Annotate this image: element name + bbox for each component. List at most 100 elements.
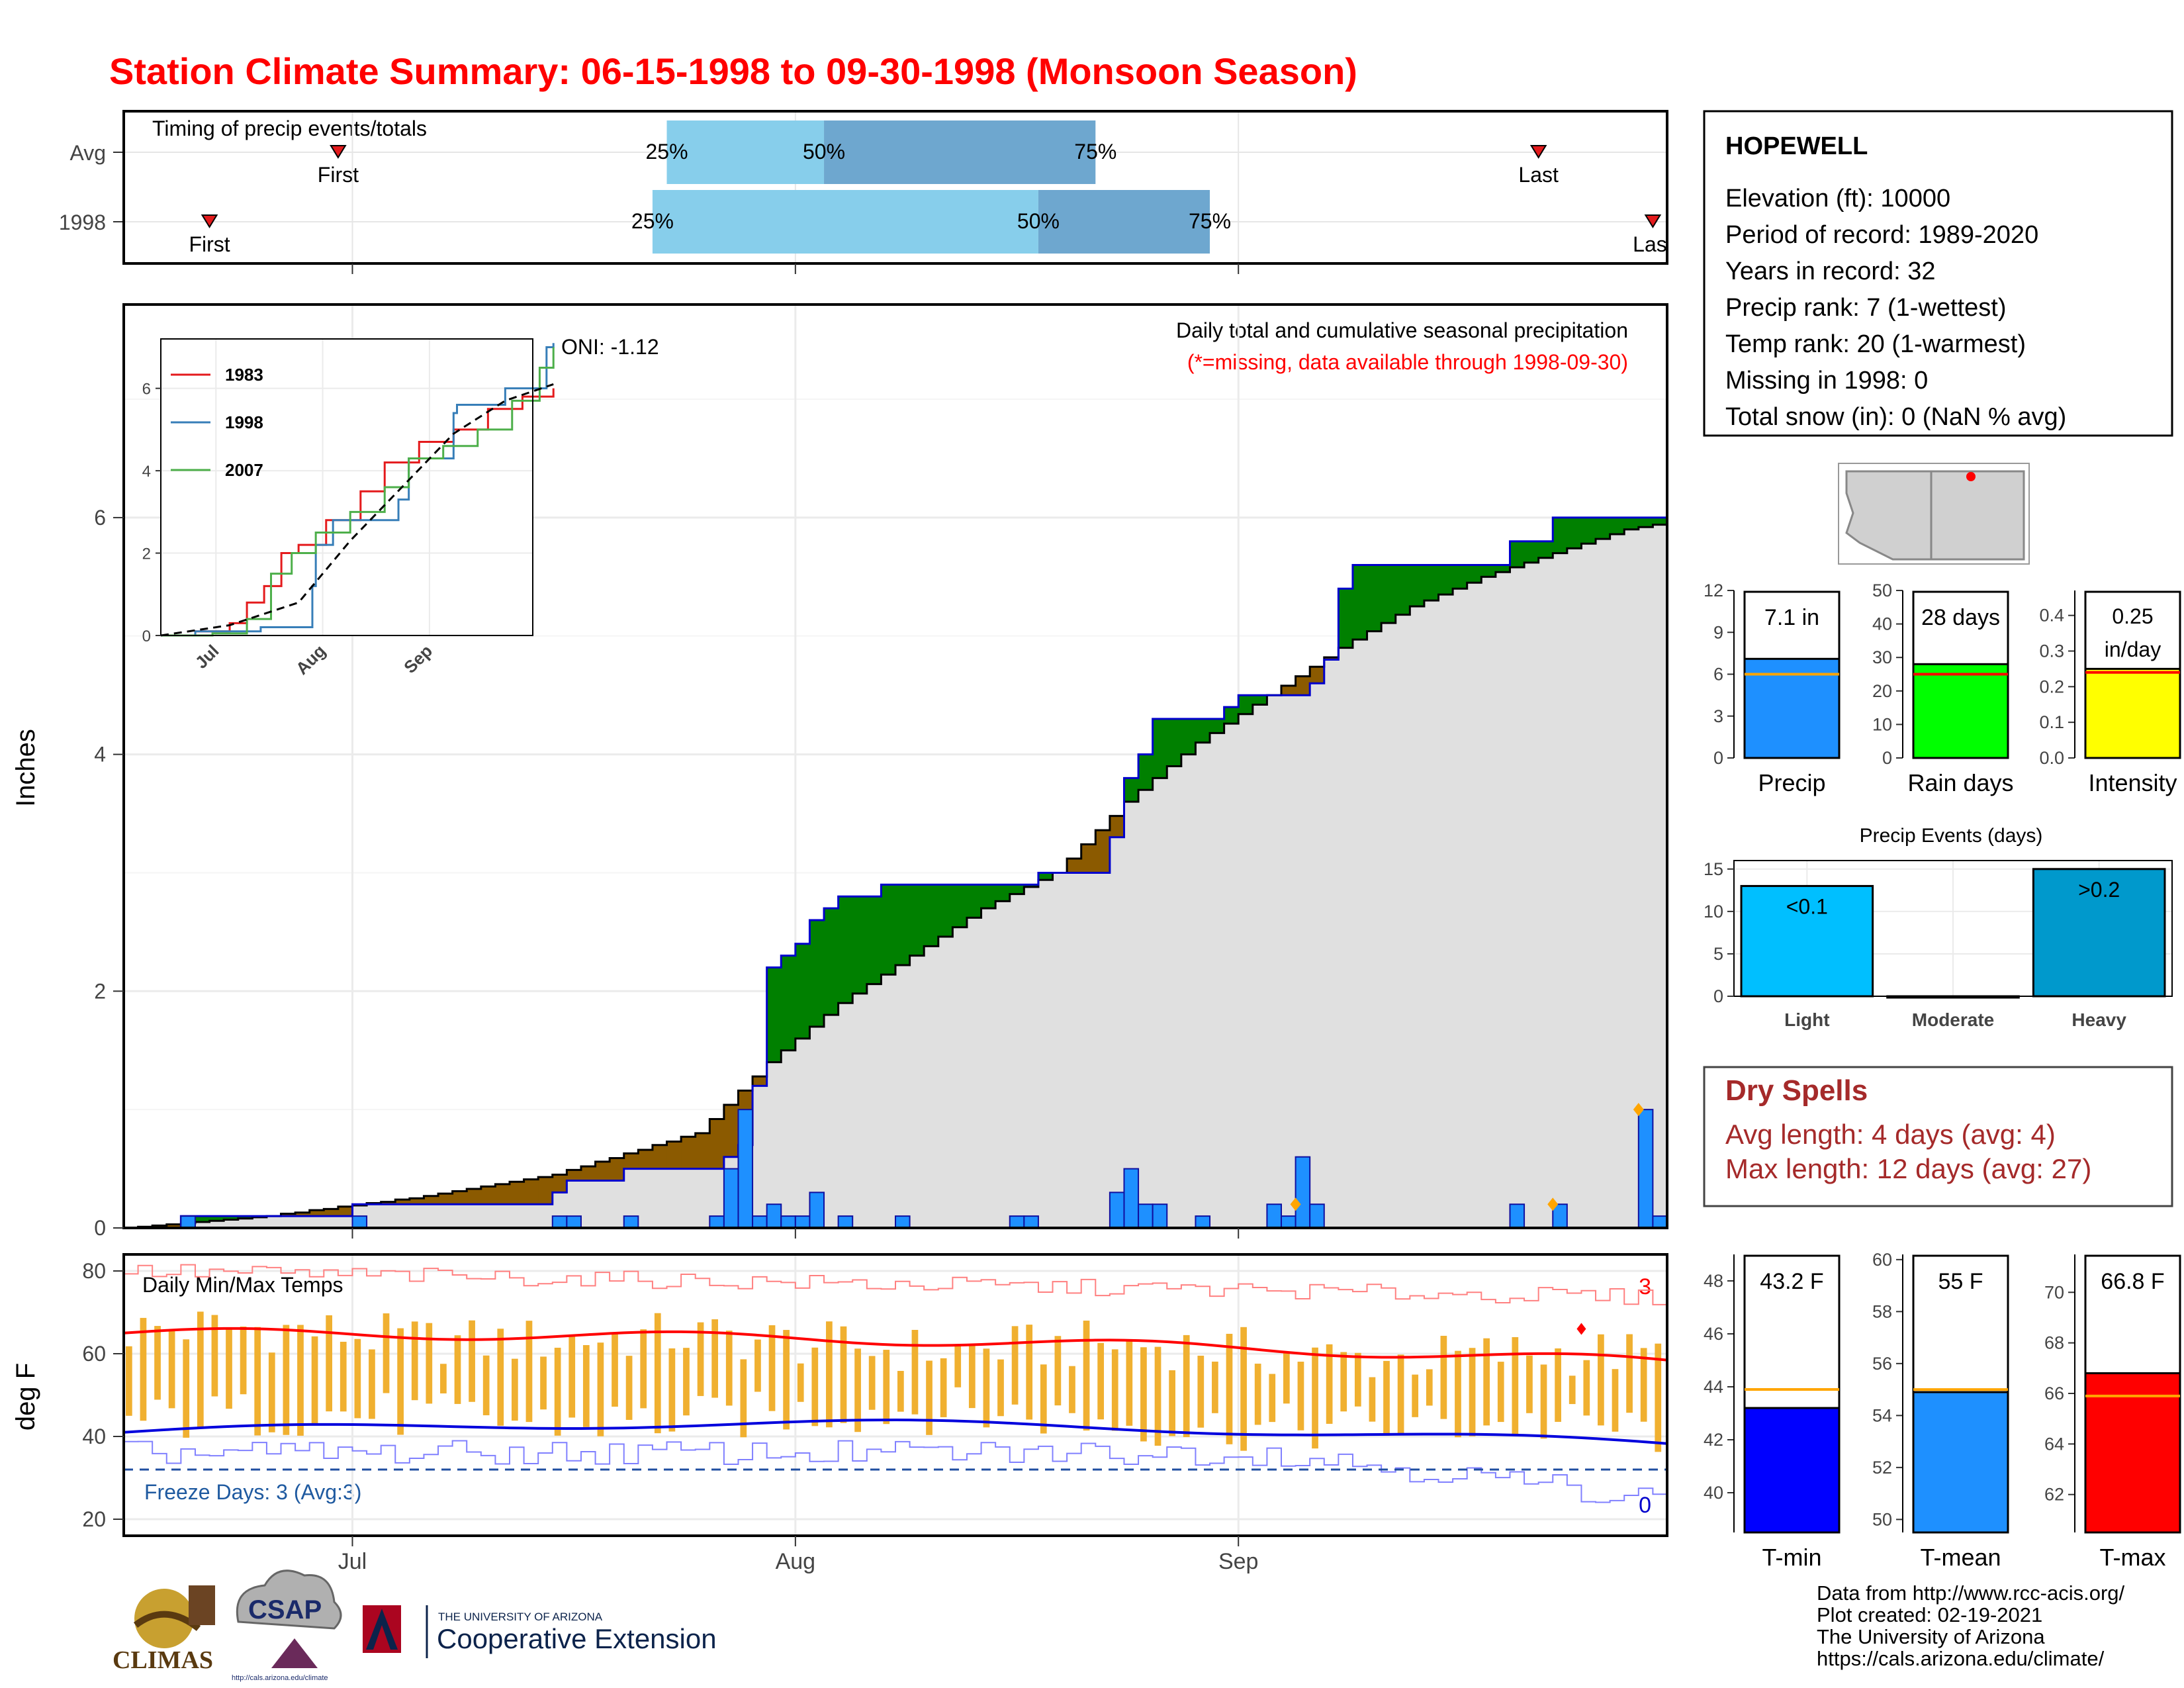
daily-temp-bar — [525, 1321, 533, 1423]
mini-y-tick-label: 6 — [1713, 665, 1723, 684]
below-normal-area — [1081, 844, 1096, 873]
daily-precip-bar — [1195, 1215, 1211, 1229]
above-normal-area — [1367, 565, 1382, 632]
credit-line: https://cals.arizona.edu/climate/ — [1817, 1647, 2105, 1670]
timing-p50-label: 50% — [803, 140, 845, 164]
daily-temp-bar — [683, 1348, 690, 1416]
above-normal-area — [1624, 517, 1639, 530]
mini-y-tick-label: 42 — [1704, 1430, 1723, 1450]
below-normal-area — [1067, 859, 1082, 873]
daily-precip-bar — [737, 1109, 754, 1229]
below-normal-area — [424, 1196, 439, 1205]
above-normal-area — [1438, 565, 1453, 595]
station-frame — [1703, 110, 2173, 437]
daily-precip-bar — [709, 1215, 725, 1229]
event-marker — [1290, 1197, 1301, 1211]
above-normal-area — [824, 908, 839, 1015]
average-cumulative-line — [124, 524, 1667, 1229]
daily-temp-bar — [1412, 1374, 1419, 1417]
daily-temp-bar — [1369, 1377, 1376, 1422]
above-normal-area — [1224, 707, 1239, 724]
inset-y-tick-label: 2 — [142, 545, 151, 563]
daily-temp-bar — [1340, 1352, 1347, 1412]
daily-temp-bar — [469, 1320, 475, 1402]
mini-category-label: Intensity — [2088, 769, 2177, 796]
mini-y-tick-label: 48 — [1704, 1271, 1723, 1291]
mini-y-tick-label: 0.2 — [2039, 677, 2064, 696]
mini-category-label: Rain days — [1907, 769, 2013, 796]
daily-temp-bar — [783, 1330, 790, 1430]
below-normal-area — [395, 1199, 410, 1205]
below-normal-area — [309, 1210, 324, 1217]
daily-temp-bar — [1240, 1327, 1247, 1451]
daily-temp-bar — [211, 1315, 218, 1397]
station-info-box: HOPEWELL Elevation (ft): 10000 Period of … — [1703, 110, 2173, 437]
mini-y-tick-label: 9 — [1713, 622, 1723, 642]
mini-y-tick-label: 56 — [1872, 1354, 1892, 1374]
above-normal-area — [1167, 718, 1182, 767]
timing-first-marker — [330, 145, 347, 159]
mini-value-bar — [2084, 1372, 2181, 1534]
daily-precip-bar — [1637, 1109, 1654, 1229]
daily-temp-bar — [1054, 1336, 1062, 1406]
above-normal-area — [1538, 541, 1553, 558]
daily-temp-bar — [383, 1313, 390, 1393]
above-normal-area — [1424, 565, 1439, 601]
daily-temp-bar — [154, 1326, 161, 1400]
mini-y-tick-label: 40 — [1872, 614, 1892, 634]
daily-temp-bar — [868, 1356, 876, 1410]
above-normal-area — [809, 920, 825, 1027]
credit-line: Plot created: 02-19-2021 — [1817, 1603, 2043, 1626]
daily-temp-bar — [168, 1331, 175, 1409]
daily-temp-bar — [1526, 1355, 1533, 1413]
daily-temp-bar — [297, 1325, 304, 1436]
daily-precip-bar — [809, 1192, 825, 1229]
daily-temp-bar — [1640, 1348, 1647, 1422]
daily-temp-bar — [711, 1319, 719, 1398]
dry-spells-title: Dry Spells — [1725, 1074, 1868, 1107]
above-normal-area — [1495, 565, 1511, 573]
daily-temp-bar — [1497, 1362, 1504, 1423]
mini-value-bar — [1912, 1391, 2009, 1534]
event-category-label: Moderate — [1912, 1009, 1994, 1030]
daily-temp-bar — [1626, 1334, 1633, 1413]
timing-row-label: 1998 — [59, 211, 106, 234]
below-normal-area — [1095, 830, 1111, 873]
daily-temp-bar — [1354, 1352, 1361, 1407]
mini-y-tick-label: 62 — [2044, 1485, 2064, 1505]
daily-temp-bar — [926, 1360, 933, 1435]
timing-p25-label: 25% — [645, 140, 688, 164]
csap-logo: CSAP http://cals.arizona.edu/climate — [232, 1570, 342, 1682]
daily-temp-bar — [411, 1321, 418, 1401]
station-info-line: Temp rank: 20 (1-warmest) — [1725, 330, 2026, 358]
daily-temp-bar — [1183, 1335, 1190, 1437]
event-marker — [1547, 1197, 1559, 1211]
mini-y-tick-label: 60 — [1872, 1250, 1892, 1270]
daily-temp-bar — [254, 1327, 261, 1436]
above-normal-area — [238, 1216, 253, 1219]
daily-temp-bar — [968, 1345, 976, 1409]
above-normal-area — [1009, 884, 1024, 894]
daily-precip-bar — [1652, 1215, 1668, 1229]
climas-text: CLIMAS — [113, 1646, 213, 1674]
timing-bar-50-75 — [824, 120, 1096, 184]
record-max-line — [124, 1264, 1667, 1305]
average-max-temp-line — [123, 1327, 1668, 1362]
daily-precip-bar — [1123, 1168, 1140, 1229]
below-normal-area — [552, 1174, 567, 1193]
timing-clip — [1668, 106, 1695, 271]
daily-temp-bar — [668, 1348, 676, 1432]
above-normal-area — [1038, 872, 1054, 880]
daily-temp-bar — [997, 1359, 1004, 1417]
above-normal-area — [1181, 718, 1197, 755]
timing-panel: Timing of precip events/totals 25% 50% 75%… — [59, 106, 1695, 274]
mini-y-tick-label: 66 — [2044, 1383, 2064, 1403]
daily-temp-bar — [883, 1350, 890, 1425]
above-normal-area — [1395, 565, 1410, 615]
daily-temp-bar — [1111, 1349, 1118, 1431]
daily-temp-bar — [554, 1347, 561, 1436]
above-normal-area — [1638, 517, 1654, 528]
above-normal-area — [938, 884, 953, 937]
below-normal-area — [338, 1206, 353, 1217]
above-normal-area — [795, 943, 811, 1039]
